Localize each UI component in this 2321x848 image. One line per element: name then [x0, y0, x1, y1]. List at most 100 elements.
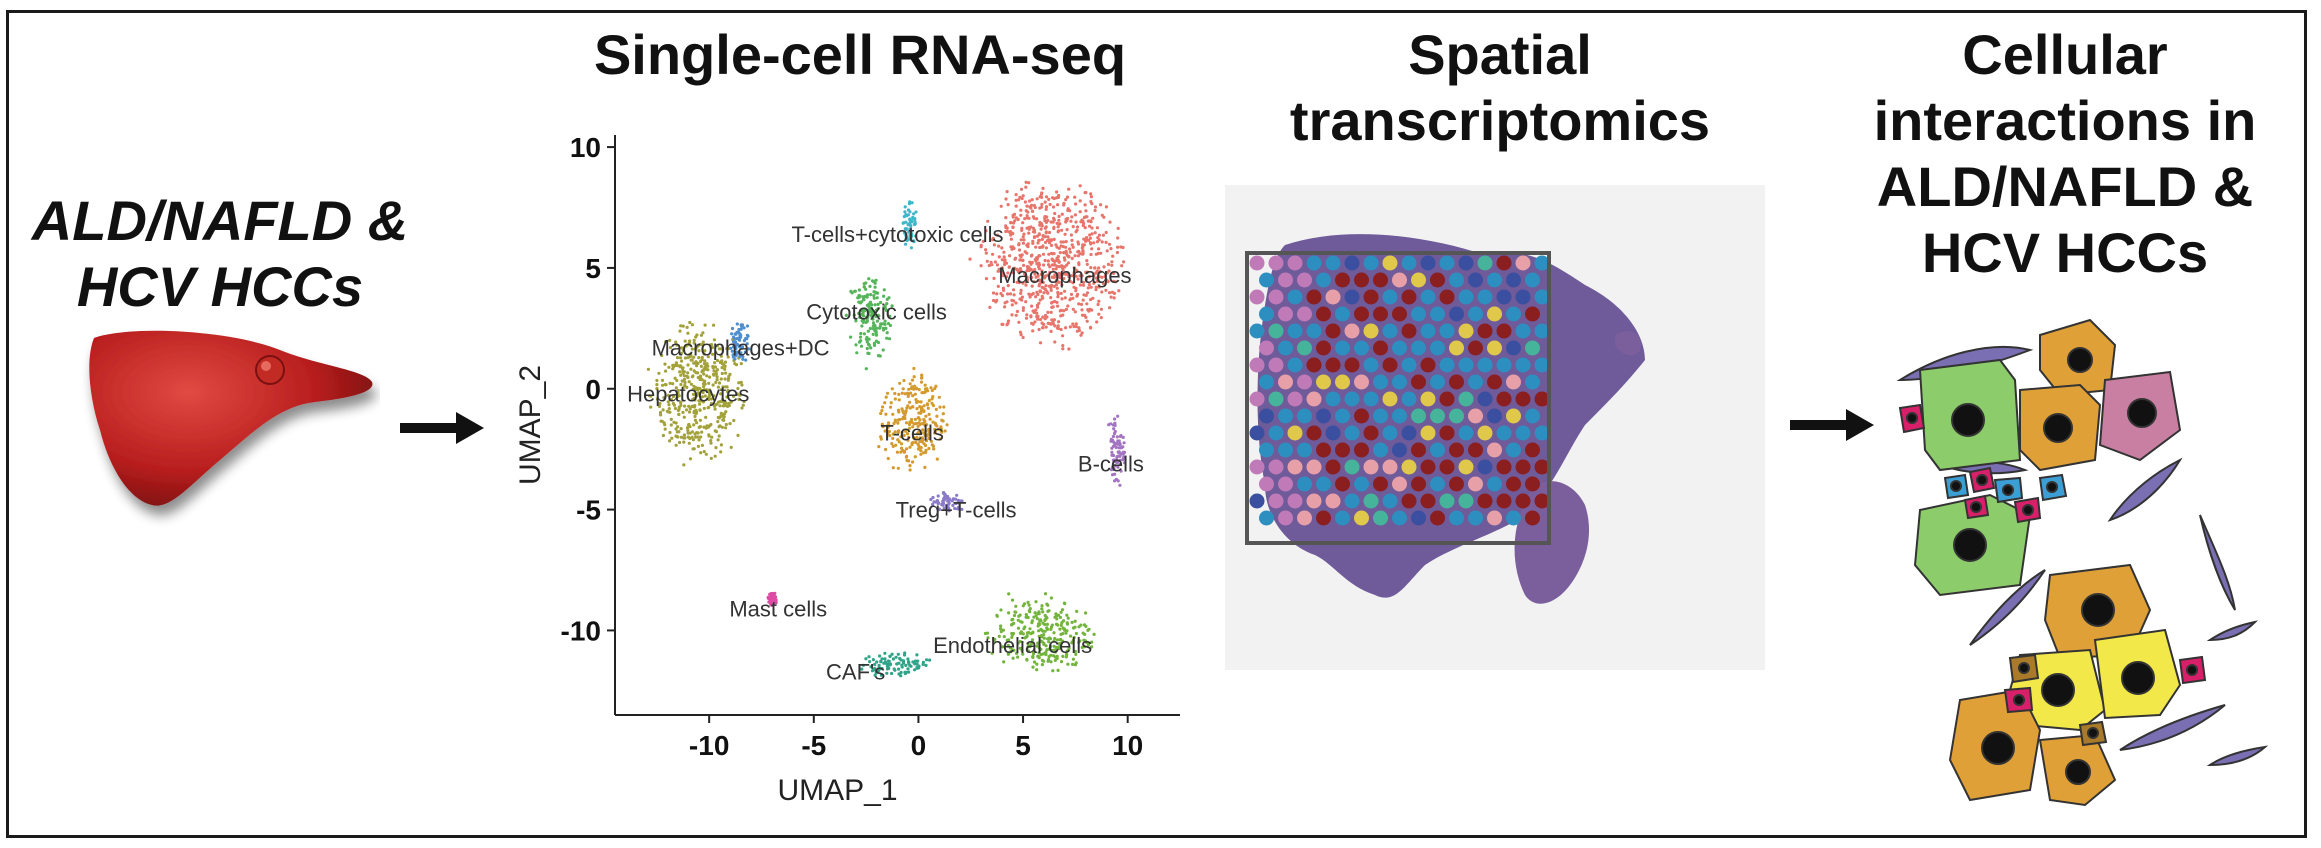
spatial-spot [1259, 306, 1274, 322]
cell-point [1047, 230, 1052, 235]
cell-point [908, 468, 912, 472]
spatial-spot [1392, 476, 1407, 492]
cell-point [699, 364, 703, 368]
cell-point [926, 433, 930, 437]
cell-point [1020, 298, 1024, 302]
cell-point [740, 406, 744, 410]
cell-point [1000, 246, 1004, 250]
cell-point [1115, 435, 1119, 439]
cell-point [956, 501, 961, 505]
cell-point [689, 353, 693, 357]
cell-point [1084, 190, 1088, 195]
cell-point [1060, 621, 1064, 625]
cell-point [947, 501, 951, 505]
cell-point [874, 278, 878, 282]
cell-point [904, 421, 909, 425]
cell-point [668, 338, 672, 342]
cell-point [717, 347, 721, 351]
cell-point [919, 380, 924, 384]
cell-point [1040, 237, 1044, 241]
cell-point [691, 447, 695, 451]
spatial-spot [1477, 425, 1493, 441]
cell-point [1056, 668, 1060, 673]
cell-point [702, 368, 706, 372]
spatial-spot [1401, 323, 1417, 339]
cell-point [917, 421, 921, 425]
cell-point [1061, 344, 1065, 348]
spatial-spot [1249, 425, 1265, 441]
cell-point [1097, 266, 1101, 270]
cell-point [697, 356, 701, 360]
cell-point [908, 400, 912, 404]
cell-point [1116, 245, 1120, 249]
arrow-right-2 [1790, 409, 1874, 441]
cell-point [901, 417, 905, 421]
spatial-spot [1287, 391, 1303, 407]
umap-points [646, 180, 1127, 678]
cell-point [711, 352, 715, 356]
cell-point [885, 297, 889, 301]
cell-point [1043, 313, 1048, 318]
cell-point [1086, 286, 1090, 290]
cell-point [906, 213, 910, 217]
cell-point [719, 377, 723, 381]
cell-point [1107, 242, 1112, 246]
spatial-spot [1430, 476, 1445, 492]
cell-point [922, 451, 926, 455]
cell-point [1073, 195, 1077, 199]
cell-point [691, 438, 695, 442]
cell-point [879, 411, 883, 416]
spatial-spot [1268, 425, 1284, 441]
cell-point [870, 279, 875, 283]
cell-point [1085, 319, 1089, 323]
cell-point [886, 659, 891, 663]
cell-point [1030, 619, 1034, 623]
cell-point [920, 391, 924, 395]
cell-point [1049, 238, 1053, 242]
cell-point [927, 399, 931, 403]
cell-point [908, 663, 912, 668]
cell-point [884, 661, 888, 665]
cell-point [921, 428, 925, 432]
cell-point [657, 371, 661, 375]
cell-point [1019, 269, 1023, 273]
cell-point [1036, 641, 1040, 645]
cell-point [724, 410, 728, 414]
cell-point [1052, 259, 1056, 263]
cell-point [675, 356, 680, 360]
spatial-spot [1335, 510, 1350, 526]
cell-point [1097, 312, 1101, 316]
spatial-spot [1496, 425, 1512, 441]
spatial-spot [1325, 425, 1341, 441]
cell-point [1095, 226, 1099, 230]
cell-point [735, 392, 739, 396]
cell-point [1059, 308, 1063, 312]
cell-point [687, 410, 692, 414]
spatial-spot [1344, 459, 1360, 475]
cell-point [1032, 203, 1036, 208]
cell-point [1077, 249, 1081, 253]
cell-point [719, 450, 723, 454]
cell-point [910, 378, 915, 382]
cell-point [1028, 627, 1032, 631]
cell-point [914, 440, 918, 444]
cell-point [902, 215, 906, 219]
cell-point [1112, 291, 1117, 295]
cell-point [1046, 273, 1050, 277]
cell-point [1061, 632, 1065, 636]
cell-point [907, 435, 911, 439]
cell-point [947, 506, 951, 510]
cell-point [668, 381, 672, 385]
x-tick-label: 5 [1015, 730, 1031, 761]
cluster-hepatocytes [646, 320, 746, 467]
cell-point [955, 493, 959, 497]
cell-point [924, 439, 929, 443]
cell-point [724, 371, 728, 375]
cell-point [915, 407, 919, 411]
cell-point [1021, 221, 1025, 225]
cell-point [1042, 636, 1046, 640]
cell-point [699, 435, 703, 439]
cell-point [1056, 304, 1060, 308]
cell-point [874, 329, 878, 333]
cell-point [1020, 196, 1024, 201]
